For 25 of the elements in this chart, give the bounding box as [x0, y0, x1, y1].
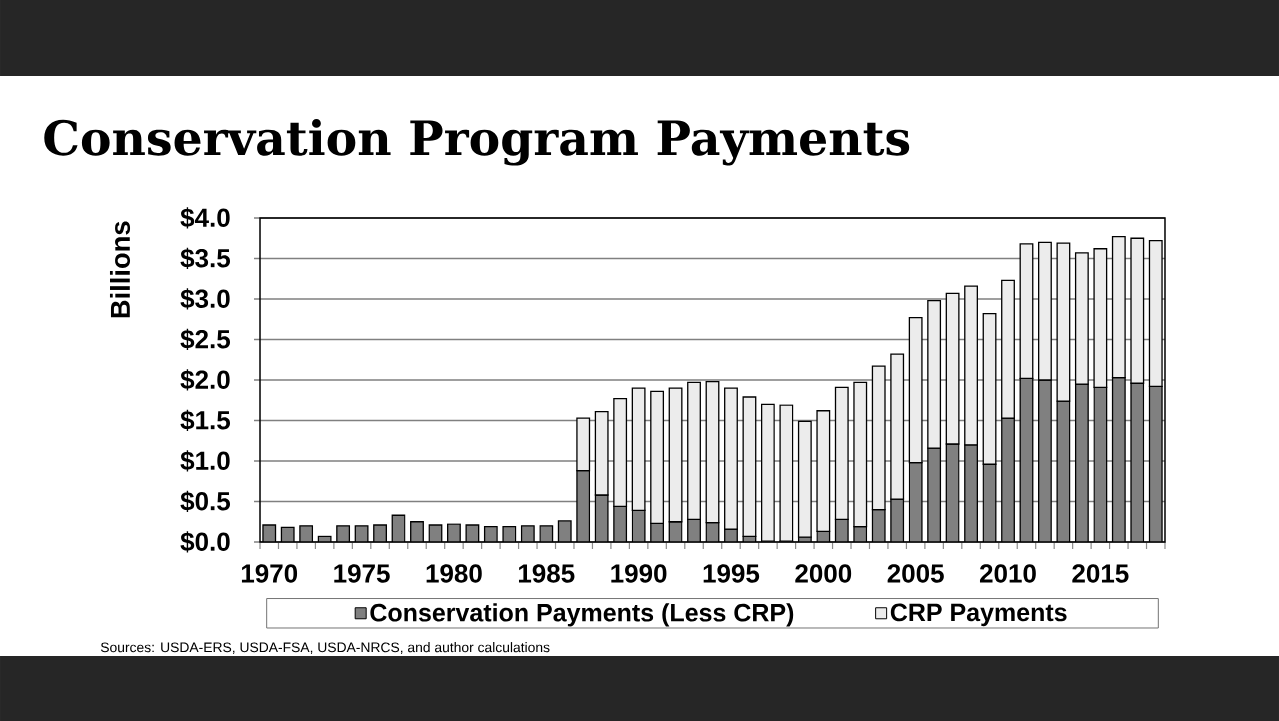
x-tick-label: 1990 — [611, 564, 667, 583]
y-tick-label: $4.0 — [180, 207, 230, 229]
x-tick-label: 2000 — [795, 564, 852, 583]
y-tick-label: $3.5 — [180, 247, 231, 270]
legend-label: Conservation Payments (Less CRP) — [370, 603, 794, 627]
x-tick-label: 2005 — [887, 564, 944, 583]
y-tick-label: $1.5 — [180, 409, 231, 432]
y-tick-label: $3.0 — [180, 288, 230, 310]
y-tick-label: $1.0 — [180, 450, 230, 472]
y-tick-label: $0.0 — [180, 531, 230, 553]
legend-label: CRP Payments — [890, 603, 1067, 627]
x-tick-label: 2015 — [1072, 564, 1129, 583]
x-tick-label: 2010 — [979, 564, 1036, 583]
chart-title: Conservation Program Payments — [44, 119, 910, 166]
y-tick-label: $0.5 — [180, 490, 231, 513]
x-tick-label: 1975 — [334, 564, 390, 583]
x-tick-label: 1985 — [518, 564, 575, 583]
y-tick-label: $2.5 — [180, 328, 231, 351]
source-note: Sources: USDA-ERS, USDA-FSA, USDA-NRCS, and author calculations — [100, 642, 550, 654]
x-tick-label: 1970 — [241, 564, 298, 583]
bar — [797, 420, 812, 538]
y-tick-label: $2.0 — [180, 369, 230, 391]
x-tick-label: 1995 — [703, 564, 760, 583]
x-tick-label: 1980 — [426, 564, 482, 583]
y-axis-title: Billions — [109, 221, 131, 318]
